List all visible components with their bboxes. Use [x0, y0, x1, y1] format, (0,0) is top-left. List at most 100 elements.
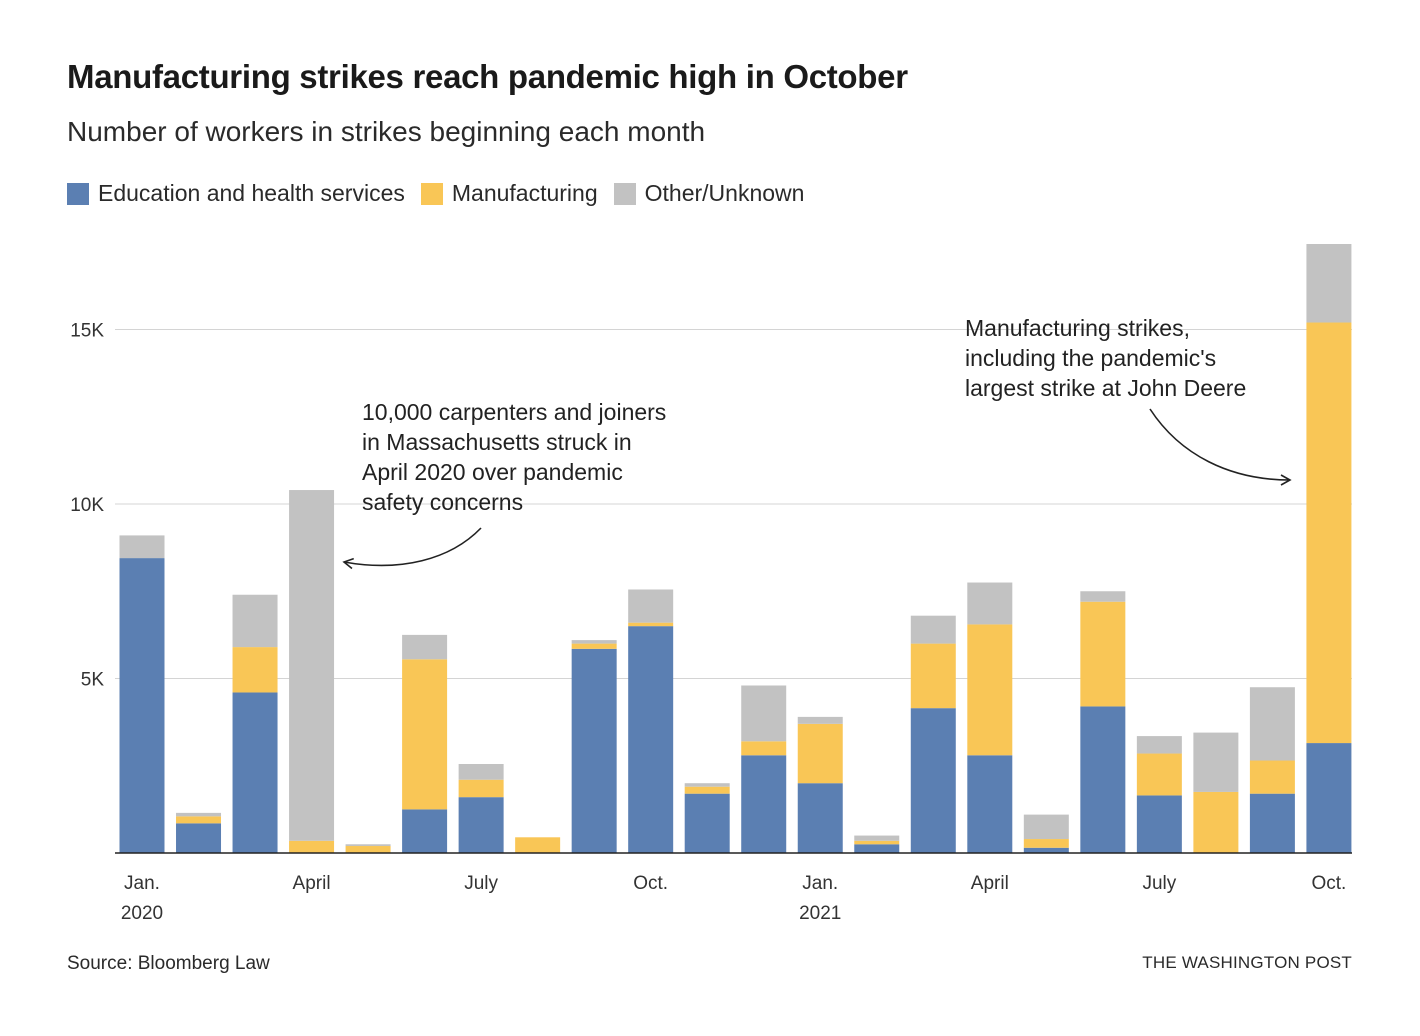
- bar-segment-education: [1136, 795, 1182, 853]
- bar-segment-education: [571, 648, 617, 853]
- bar-segment-manufacturing: [741, 741, 787, 756]
- annotation-text-line: in Massachusetts struck in: [362, 429, 632, 455]
- legend-item-other: Other/Unknown: [613, 180, 805, 207]
- bar-segment-education: [1249, 793, 1295, 853]
- chart-subtitle: Number of workers in strikes beginning e…: [67, 116, 706, 147]
- bar-segment-other: [741, 685, 787, 742]
- bar-segment-manufacturing: [797, 723, 843, 784]
- bar-segment-education: [402, 809, 448, 853]
- y-tick-label: 15K: [70, 321, 104, 342]
- y-tick-label: 10K: [70, 495, 104, 516]
- source-note: Source: Bloomberg Law: [67, 953, 270, 974]
- x-tick-label: April: [971, 873, 1009, 894]
- bar-segment-other: [1306, 243, 1352, 323]
- x-year-label: 2020: [121, 903, 163, 924]
- bar-segment-education: [176, 823, 222, 853]
- bar-segment-education: [232, 692, 278, 853]
- legend-label-manufacturing: Manufacturing: [451, 180, 598, 206]
- legend-swatch-manufacturing: [420, 182, 443, 205]
- annotations: 10,000 carpenters and joiners in Massachu…: [342, 315, 1292, 570]
- bar-segment-manufacturing: [232, 647, 278, 693]
- bar-segment-education: [741, 755, 787, 853]
- annotation-text-line: 10,000 carpenters and joiners: [362, 399, 666, 425]
- bar-segment-manufacturing: [1080, 601, 1126, 707]
- bar-segment-manufacturing: [1136, 753, 1182, 796]
- x-tick-label: Oct.: [633, 873, 668, 894]
- bar-segment-education: [119, 558, 165, 853]
- annotation-arrow: [1149, 408, 1292, 486]
- bar-segment-other: [232, 594, 278, 648]
- annotation-text-line: safety concerns: [362, 489, 523, 515]
- bar-segment-other: [345, 844, 391, 847]
- bar-segment-other: [1249, 687, 1295, 761]
- bar-segment-other: [1193, 732, 1239, 792]
- axes: 5K 10K 15K Jan. 2020 April July Oct. Jan. 2021 Apr…: [70, 321, 1352, 924]
- annotation-october-2021: Manufacturing strikes, including the pand…: [965, 315, 1292, 486]
- x-tick-label: July: [1142, 873, 1176, 894]
- chart-title: Manufacturing strikes reach pandemic hig…: [67, 58, 908, 95]
- bar-segment-manufacturing: [910, 643, 956, 709]
- bars: [119, 243, 1352, 853]
- legend-item-education: Education and health services: [67, 180, 405, 207]
- annotation-text-line: Manufacturing strikes,: [965, 315, 1190, 341]
- bar-segment-other: [402, 634, 448, 660]
- bar-segment-other: [289, 490, 335, 841]
- bar-segment-other: [119, 535, 165, 559]
- bar-segment-manufacturing: [1306, 322, 1352, 744]
- bar-segment-manufacturing: [628, 622, 674, 627]
- bar-segment-education: [458, 797, 504, 853]
- bar-segment-education: [967, 755, 1013, 853]
- legend-label-education: Education and health services: [98, 180, 405, 206]
- annotation-arrow: [342, 527, 482, 570]
- legend-item-manufacturing: Manufacturing: [420, 180, 598, 207]
- bar-segment-education: [1306, 743, 1352, 853]
- bar-segment-other: [1136, 736, 1182, 754]
- x-tick-label: April: [293, 873, 331, 894]
- bar-segment-education: [1023, 847, 1069, 853]
- bar-segment-manufacturing: [1193, 791, 1239, 853]
- bar-segment-manufacturing: [684, 786, 730, 794]
- annotation-april-2020: 10,000 carpenters and joiners in Massachu…: [342, 399, 666, 570]
- legend: Education and health services Manufactur…: [67, 180, 820, 207]
- bar-segment-other: [571, 640, 617, 644]
- legend-swatch-education: [67, 182, 89, 205]
- bar-segment-other: [967, 582, 1013, 625]
- bar-segment-manufacturing: [571, 643, 617, 649]
- bar-segment-other: [854, 835, 900, 841]
- bar-segment-other: [910, 615, 956, 644]
- bar-segment-manufacturing: [854, 840, 900, 845]
- bar-segment-manufacturing: [176, 816, 222, 824]
- y-tick-label: 5K: [81, 670, 105, 691]
- bar-segment-education: [1080, 706, 1126, 853]
- bar-segment-education: [684, 793, 730, 853]
- x-tick-label: Oct.: [1311, 873, 1346, 894]
- annotation-text-line: April 2020 over pandemic: [362, 459, 623, 485]
- bar-segment-education: [628, 626, 674, 853]
- bar-segment-other: [458, 764, 504, 780]
- bar-segment-manufacturing: [1249, 760, 1295, 794]
- bar-segment-manufacturing: [289, 840, 335, 853]
- bar-segment-manufacturing: [345, 846, 391, 853]
- bar-segment-other: [176, 812, 222, 817]
- bar-segment-manufacturing: [967, 624, 1013, 756]
- publisher-credit: THE WASHINGTON POST: [1142, 953, 1352, 972]
- bar-segment-manufacturing: [458, 779, 504, 798]
- legend-label-other: Other/Unknown: [644, 180, 805, 206]
- bar-segment-education: [854, 844, 900, 853]
- bar-segment-other: [1080, 591, 1126, 602]
- bar-segment-education: [910, 708, 956, 853]
- bar-segment-manufacturing: [515, 837, 561, 853]
- bar-segment-other: [628, 589, 674, 623]
- x-tick-label: July: [464, 873, 498, 894]
- bar-segment-other: [797, 716, 843, 724]
- annotation-text-line: largest strike at John Deere: [965, 375, 1246, 401]
- x-tick-label: Jan.: [802, 873, 838, 894]
- bar-segment-education: [797, 783, 843, 853]
- bar-segment-other: [684, 783, 730, 787]
- bar-segment-other: [1023, 814, 1069, 840]
- bar-segment-manufacturing: [402, 659, 448, 810]
- bar-segment-manufacturing: [1023, 839, 1069, 848]
- legend-swatch-other: [613, 182, 636, 205]
- annotation-text-line: including the pandemic's: [965, 345, 1216, 371]
